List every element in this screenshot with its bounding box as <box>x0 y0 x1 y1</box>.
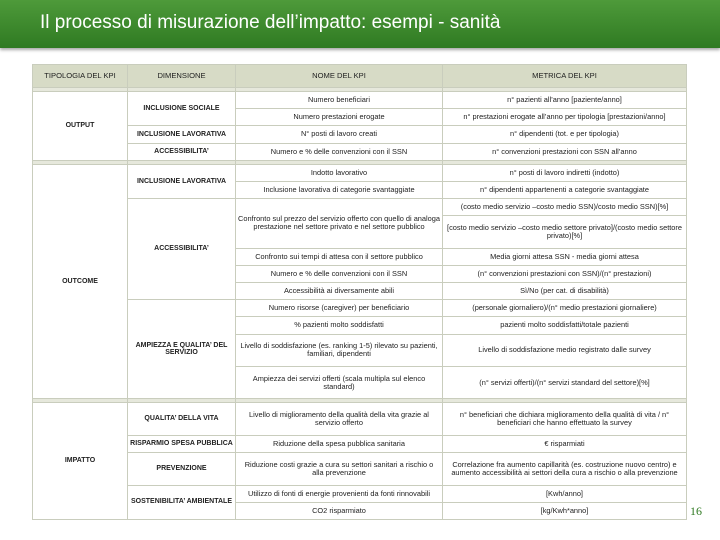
kpi-name: CO2 risparmiato <box>235 501 443 521</box>
dimension: INCLUSIONE LAVORATIVA <box>127 125 236 144</box>
kpi-name: Utilizzo di fonti di energie provenienti… <box>235 484 443 503</box>
kpi-row: ACCESSIBILITA’ Numero e % delle convenzio… <box>33 142 687 161</box>
column-header: METRICA DEL KPI <box>442 64 687 88</box>
dimension: INCLUSIONE LAVORATIVA <box>127 163 236 200</box>
kpi-row: Ampiezza dei servizi offerti (scala mult… <box>33 365 687 400</box>
kpi-type: IMPATTO <box>32 402 128 520</box>
kpi-row: Numero prestazioni erogate n° prestazioni… <box>33 108 687 127</box>
kpi-row: [costo medio servizio –costo medio setto… <box>33 215 687 249</box>
kpi-row: Inclusione lavorativa di categorie svant… <box>33 180 687 200</box>
kpi-metric: pazienti molto soddisfatti/totale pazien… <box>442 316 687 335</box>
kpi-metric: n° pazienti all’anno [paziente/anno] <box>442 90 687 110</box>
kpi-metric: n° beneficiari che dichiara migliorament… <box>442 402 687 436</box>
kpi-row: INCLUSIONE LAVORATIVA N° posti di lavoro … <box>33 125 687 144</box>
kpi-name: Confronto sul prezzo del servizio offert… <box>235 198 443 249</box>
title-bar: Il processo di misurazione dell’impatto:… <box>0 0 720 48</box>
kpi-name: Accessibilità ai diversamente abili <box>235 282 443 301</box>
kpi-row: ACCESSIBILITA’ Confronto sul prezzo del s… <box>33 198 687 301</box>
dimension: ACCESSIBILITA’ <box>127 142 236 161</box>
kpi-metric: n° dipendenti (tot. e per tipologia) <box>442 125 687 144</box>
kpi-metric: [kg/Kwh*anno] <box>442 501 687 521</box>
kpi-row: PREVENZIONE Riduzione costi grazie a cura… <box>33 452 687 486</box>
kpi-type: OUTPUT <box>32 91 128 161</box>
kpi-row: % pazienti molto soddisfatti pazienti mol… <box>33 316 687 335</box>
kpi-table: TIPOLOGIA DEL KPI DIMENSIONE NOME DEL KPI M… <box>32 64 687 521</box>
kpi-name: Numero e % delle convenzioni con il SSN <box>235 142 443 161</box>
kpi-metric: n° convenzioni prestazioni con SSN all’a… <box>442 142 687 161</box>
kpi-row: OUTCOME INCLUSIONE LAVORATIVA Indotto lavo… <box>32 163 687 400</box>
dimension: ACCESSIBILITA’ <box>127 198 236 301</box>
kpi-name: % pazienti molto soddisfatti <box>235 316 443 335</box>
dimension: QUALITA’ DELLA VITA <box>127 402 236 436</box>
kpi-row: OUTPUT INCLUSIONE SOCIALE Numero beneficia… <box>32 90 687 161</box>
kpi-metric: Media giorni attesa SSN - media giorni a… <box>442 247 687 266</box>
dimension: INCLUSIONE SOCIALE <box>127 90 236 127</box>
kpi-name: Numero risorse (caregiver) per beneficia… <box>235 299 443 318</box>
kpi-name: Inclusione lavorativa di categorie svant… <box>235 180 443 200</box>
kpi-metric: (personale giornaliero)/(n° medio presta… <box>442 299 687 318</box>
kpi-row: Accessibilità ai diversamente abili Sì/No… <box>33 282 687 301</box>
dimension: PREVENZIONE <box>127 452 236 486</box>
column-header: DIMENSIONE <box>127 64 236 88</box>
kpi-name: Numero e % delle convenzioni con il SSN <box>235 264 443 284</box>
kpi-row: AMPIEZZA E QUALITA’ DEL SERVIZIO Numero r… <box>33 299 687 400</box>
page-number: 16 <box>690 504 702 518</box>
kpi-name: Riduzione della spesa pubblica sanitaria <box>235 434 443 454</box>
kpi-metric: € risparmiati <box>442 434 687 454</box>
kpi-row: RISPARMIO SPESA PUBBLICA Riduzione della … <box>33 434 687 454</box>
kpi-row: Numero e % delle convenzioni con il SSN(… <box>33 264 687 284</box>
dimension: SOSTENIBILITA’ AMBIENTALE <box>127 484 236 521</box>
kpi-metric: n° prestazioni erogate all’anno per tipo… <box>442 108 687 127</box>
kpi-name: Riduzione costi grazie a cura su settori… <box>235 452 443 486</box>
kpi-metric: [Kwh/anno] <box>442 484 687 503</box>
kpi-metric: n° dipendenti appartenenti a categorie s… <box>442 180 687 200</box>
kpi-metric: (n° convenzioni prestazioni con SSN)/(n°… <box>442 264 687 284</box>
kpi-name: Ampiezza dei servizi offerti (scala mult… <box>235 365 443 400</box>
dimension: RISPARMIO SPESA PUBBLICA <box>127 434 236 454</box>
kpi-row: Livello di soddisfazione (es. ranking 1-… <box>33 333 687 368</box>
kpi-row: IMPATTO QUALITA’ DELLA VITA Livello di mig… <box>32 402 687 520</box>
kpi-metric: Livello di soddisfazione medio registrat… <box>442 333 687 368</box>
kpi-name: N° posti di lavoro creati <box>235 125 443 144</box>
column-header: NOME DEL KPI <box>235 64 443 88</box>
kpi-metric: n° posti di lavoro indiretti (indotto) <box>442 163 687 182</box>
kpi-type: OUTCOME <box>32 163 128 400</box>
dimension: AMPIEZZA E QUALITA’ DEL SERVIZIO <box>127 299 236 400</box>
kpi-name: Livello di miglioramento della qualità d… <box>235 402 443 436</box>
kpi-metric: Sì/No (per cat. di disabilità) <box>442 282 687 301</box>
table-body: OUTPUT INCLUSIONE SOCIALE Numero beneficia… <box>32 87 687 521</box>
kpi-name: Livello di soddisfazione (es. ranking 1-… <box>235 333 443 368</box>
kpi-row: CO2 risparmiato [kg/Kwh*anno] <box>33 501 687 521</box>
title: Il processo di misurazione dell’impatto:… <box>40 12 501 33</box>
kpi-row: SOSTENIBILITA’ AMBIENTALE Utilizzo di fon… <box>33 484 687 521</box>
kpi-metric: (n° servizi offerti)/(n° servizi standar… <box>442 365 687 400</box>
header-row: TIPOLOGIA DEL KPI DIMENSIONE NOME DEL KPI M… <box>32 64 687 88</box>
kpi-name: Confronto sui tempi di attesa con il set… <box>235 247 443 266</box>
kpi-name: Numero prestazioni erogate <box>235 108 443 127</box>
kpi-name: Indotto lavorativo <box>235 163 443 182</box>
kpi-metric: (costo medio servizio –costo medio SSN)/… <box>442 198 687 217</box>
kpi-metric: Correlazione fra aumento capillarità (es… <box>442 452 687 486</box>
kpi-name: Numero beneficiari <box>235 90 443 110</box>
column-header: TIPOLOGIA DEL KPI <box>32 64 128 88</box>
kpi-metric: [costo medio servizio –costo medio setto… <box>442 215 687 249</box>
kpi-row: Confronto sui tempi di attesa con il set… <box>33 247 687 266</box>
